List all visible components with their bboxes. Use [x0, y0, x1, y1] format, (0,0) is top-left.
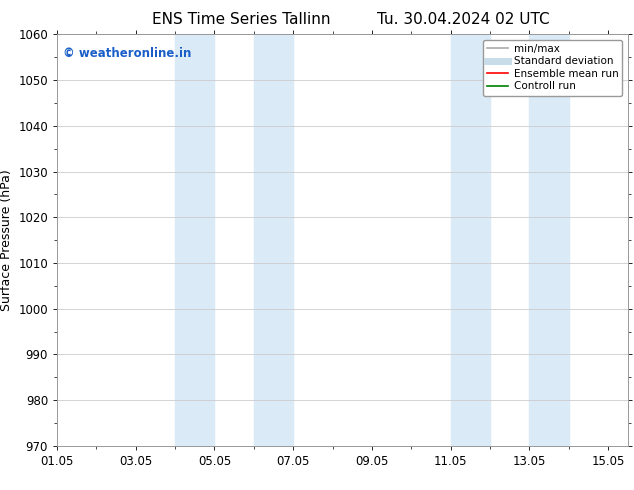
- Text: Tu. 30.04.2024 02 UTC: Tu. 30.04.2024 02 UTC: [377, 12, 549, 27]
- Legend: min/max, Standard deviation, Ensemble mean run, Controll run: min/max, Standard deviation, Ensemble me…: [483, 40, 623, 96]
- Y-axis label: Surface Pressure (hPa): Surface Pressure (hPa): [0, 169, 13, 311]
- Bar: [175, 34, 214, 446]
- Text: © weatheronline.in: © weatheronline.in: [63, 47, 191, 60]
- Bar: [529, 34, 569, 446]
- Bar: [451, 34, 490, 446]
- Text: ENS Time Series Tallinn: ENS Time Series Tallinn: [152, 12, 330, 27]
- Bar: [254, 34, 293, 446]
